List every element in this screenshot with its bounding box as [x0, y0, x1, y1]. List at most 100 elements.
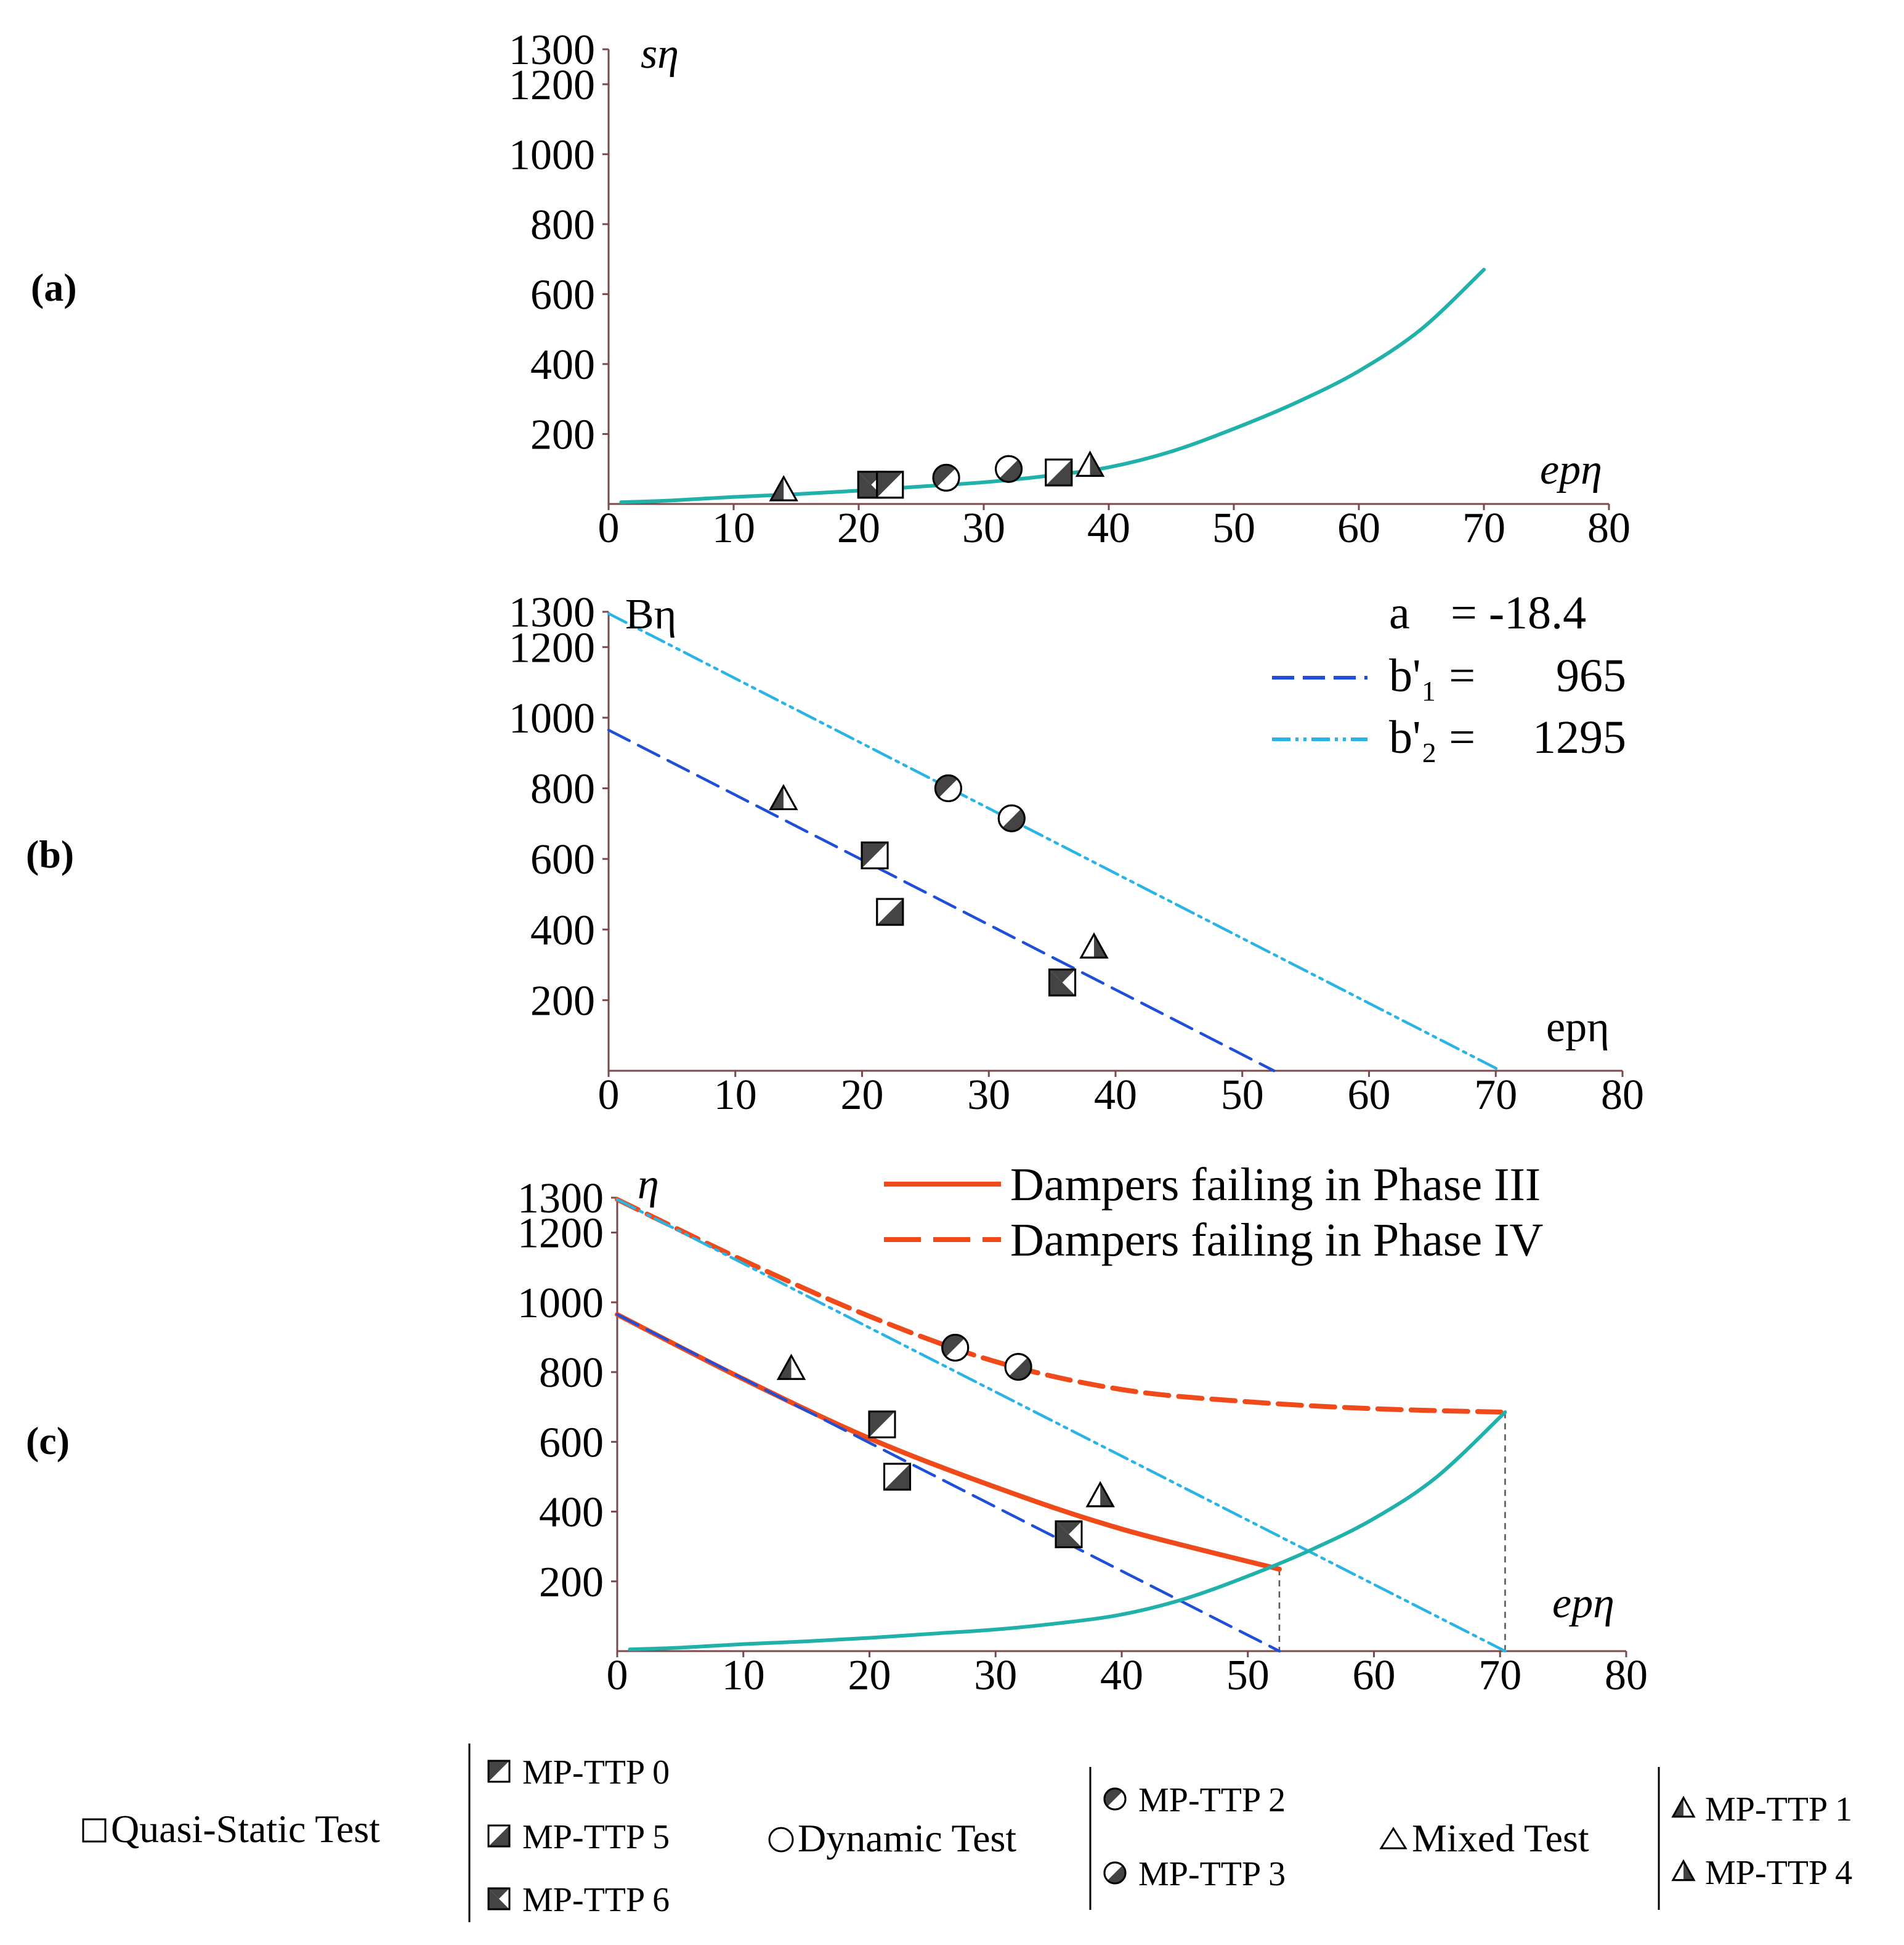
y-axis-label-a: sη: [641, 30, 679, 78]
y-tick-label: 1300: [509, 589, 595, 636]
y-tick-label: 400: [539, 1489, 604, 1537]
marker-mp-ttp-5: [883, 1463, 912, 1491]
x-tick-label: 20: [848, 1652, 891, 1699]
marker-mp-ttp-6: [1048, 968, 1077, 997]
legend-phase3-label: Dampers failing in Phase III: [1010, 1159, 1541, 1211]
key-mp-ttp-5-symbol: [487, 1824, 511, 1848]
y-tick-label: 400: [530, 341, 595, 389]
marker-mp-ttp-2: [941, 1333, 970, 1362]
marker-mp-ttp-0: [861, 841, 889, 869]
series-line: [615, 1196, 1508, 1415]
key-mixed: Mixed Test: [1412, 1816, 1589, 1860]
key-mp-ttp-0-symbol: [487, 1760, 511, 1783]
y-tick-label: 1000: [509, 131, 595, 179]
x-tick-label: 0: [598, 505, 620, 552]
series-line: [607, 612, 1502, 1073]
y-tick-label: 600: [539, 1419, 604, 1466]
y-tick-label: 1200: [509, 624, 595, 672]
x-tick-label: 40: [1094, 1071, 1137, 1119]
x-tick-label: 20: [837, 505, 880, 552]
key-mp-ttp-6: MP-TTP 6: [522, 1881, 670, 1919]
axes-b: 0 10 20 30 40 50 60 70 80 200 400 600 800 1000 1200130…: [509, 589, 1644, 1119]
x-tick-label: 80: [1605, 1652, 1648, 1699]
y-axis-label-b: Bη: [625, 591, 676, 638]
marker-mp-ttp-0: [876, 471, 904, 499]
legend-b2-value: 1295: [1533, 712, 1626, 763]
marker-mp-ttp-4: [1076, 450, 1105, 477]
legend-b2-label: b'₂ =: [1389, 712, 1475, 763]
axes-c: 0 10 20 30 40 50 60 70 80 200 400 600 800 1000 1200130…: [517, 1175, 1648, 1699]
y-tick-label: 1300: [509, 26, 595, 74]
marker-mp-ttp-1: [777, 1354, 806, 1380]
series-line: [607, 728, 1276, 1073]
y-tick-label: 1200: [517, 1210, 604, 1257]
x-tick-label: 60: [1353, 1652, 1396, 1699]
quasi-static-symbol: [82, 1818, 107, 1843]
y-tick-label: 1000: [509, 695, 595, 742]
marker-mp-ttp-1: [769, 784, 798, 811]
series-line: [615, 1313, 1281, 1653]
marker-mp-ttp-3: [1004, 1353, 1032, 1381]
x-tick-label: 40: [1087, 505, 1130, 552]
x-axis-label-b: epη: [1546, 1004, 1610, 1051]
key-marker-glyph: [487, 1887, 511, 1910]
key-mp-ttp-5: MP-TTP 5: [522, 1818, 670, 1856]
x-tick-label: 50: [1221, 1071, 1264, 1119]
marker-mp-ttp-3: [997, 804, 1026, 832]
y-tick-label: 1000: [517, 1280, 604, 1327]
y-tick-label: 800: [539, 1349, 604, 1397]
key-mp-ttp-3: MP-TTP 3: [1138, 1855, 1286, 1893]
key-marker-glyph: [487, 1760, 511, 1783]
chart-panel-b: 0 10 20 30 40 50 60 70 80 200 400 600 800 1000 1200130…: [509, 587, 1644, 1119]
x-tick-label: 30: [967, 1071, 1010, 1119]
key-mp-ttp-4-symbol: [1671, 1859, 1696, 1882]
plot-area-c: [615, 1196, 1508, 1653]
x-axis-label-c: epη: [1552, 1580, 1614, 1627]
marker-mp-ttp-2: [934, 774, 962, 803]
legend-phase4-label: Dampers failing in Phase IV: [1010, 1214, 1543, 1266]
key-mp-ttp-1-symbol: [1671, 1795, 1696, 1818]
y-tick-label: 600: [530, 271, 595, 319]
series-line: [615, 1198, 1507, 1653]
axes-a: 0 10 20 30 40 50 60 70 80 200 400 600 800 1000 1200130…: [509, 26, 1631, 552]
x-tick-label: 10: [722, 1652, 765, 1699]
marker-mp-ttp-4: [1085, 1480, 1115, 1508]
legend-a-value: = -18.4: [1451, 587, 1586, 639]
panel-label-a: (a): [31, 266, 77, 309]
key-mp-ttp-3-symbol: [1103, 1861, 1127, 1885]
legend-b1-label: b'₁ =: [1389, 650, 1475, 702]
y-tick-label: 1300: [517, 1175, 604, 1222]
key-mp-ttp-0: MP-TTP 0: [522, 1753, 670, 1792]
x-tick-label: 60: [1348, 1071, 1391, 1119]
chart-panel-c: 0 10 20 30 40 50 60 70 80 200 400 600 800 1000 1200130…: [517, 1159, 1648, 1699]
x-tick-label: 60: [1337, 505, 1380, 552]
key-quasi-static: Quasi-Static Test: [111, 1807, 380, 1851]
y-tick-label: 400: [530, 907, 595, 954]
plot-area-a: [619, 267, 1486, 505]
key-marker-glyph: [1671, 1795, 1696, 1818]
series-line: [628, 1410, 1507, 1652]
y-tick-label: 600: [530, 836, 595, 883]
marker-mp-ttp-2: [932, 463, 960, 492]
key-mp-ttp-6-symbol: [487, 1887, 511, 1910]
key-mp-ttp-1: MP-TTP 1: [1705, 1790, 1852, 1829]
x-tick-label: 70: [1478, 1652, 1521, 1699]
panel-label-c: (c): [26, 1419, 70, 1463]
mixed-symbol: [1379, 1827, 1408, 1850]
key-marker-glyph: [1671, 1859, 1696, 1882]
y-tick-label: 200: [530, 411, 595, 458]
x-tick-label: 40: [1100, 1652, 1143, 1699]
x-tick-label: 80: [1601, 1071, 1644, 1119]
x-tick-label: 30: [974, 1652, 1017, 1699]
y-tick-label: 800: [530, 766, 595, 813]
y-tick-label: 200: [530, 977, 595, 1025]
x-tick-label: 0: [598, 1071, 620, 1119]
x-tick-label: 50: [1212, 505, 1255, 552]
x-tick-label: 50: [1226, 1652, 1270, 1699]
y-tick-label: 200: [539, 1559, 604, 1606]
x-tick-label: 10: [714, 1071, 757, 1119]
key-marker-glyph: [487, 1824, 511, 1848]
key-mp-ttp-2: MP-TTP 2: [1138, 1781, 1286, 1819]
dynamic-symbol: [768, 1827, 794, 1853]
